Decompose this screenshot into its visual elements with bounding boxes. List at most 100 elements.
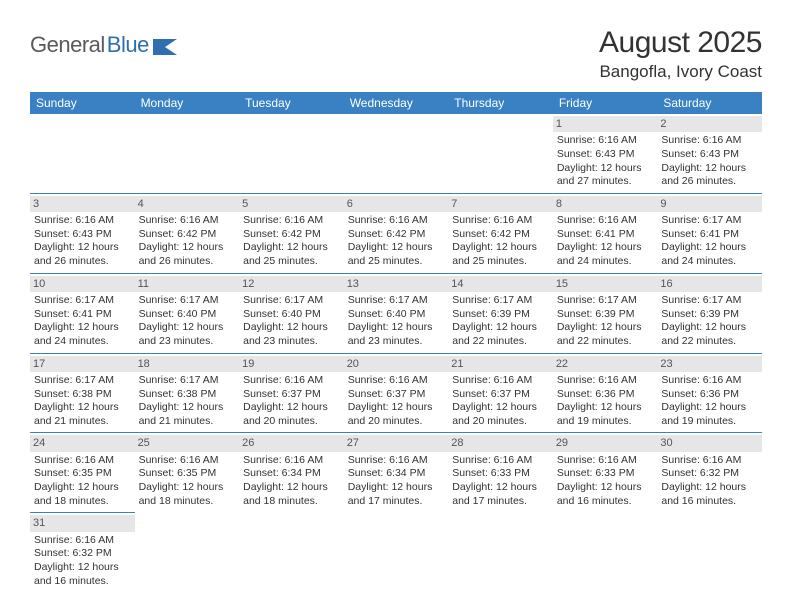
calendar-row: 17Sunrise: 6:17 AMSunset: 6:38 PMDayligh… bbox=[30, 353, 762, 433]
calendar-row: 24Sunrise: 6:16 AMSunset: 6:35 PMDayligh… bbox=[30, 433, 762, 513]
sunset-text: Sunset: 6:41 PM bbox=[661, 228, 758, 242]
calendar-cell bbox=[448, 114, 553, 193]
daylight-text: Daylight: 12 hours and 21 minutes. bbox=[34, 401, 131, 428]
sunrise-text: Sunrise: 6:17 AM bbox=[34, 294, 131, 308]
daylight-text: Daylight: 12 hours and 22 minutes. bbox=[661, 321, 758, 348]
sunset-text: Sunset: 6:35 PM bbox=[139, 467, 236, 481]
daylight-text: Daylight: 12 hours and 27 minutes. bbox=[557, 162, 654, 189]
sunrise-text: Sunrise: 6:16 AM bbox=[243, 454, 340, 468]
calendar-cell bbox=[448, 513, 553, 592]
sunset-text: Sunset: 6:41 PM bbox=[34, 308, 131, 322]
day-number: 29 bbox=[553, 435, 658, 451]
sunrise-text: Sunrise: 6:17 AM bbox=[452, 294, 549, 308]
daylight-text: Daylight: 12 hours and 20 minutes. bbox=[243, 401, 340, 428]
sunrise-text: Sunrise: 6:16 AM bbox=[34, 214, 131, 228]
day-number: 16 bbox=[657, 276, 762, 292]
daylight-text: Daylight: 12 hours and 25 minutes. bbox=[243, 241, 340, 268]
day-number: 12 bbox=[239, 276, 344, 292]
sunset-text: Sunset: 6:34 PM bbox=[348, 467, 445, 481]
calendar-cell bbox=[30, 114, 135, 193]
day-number: 17 bbox=[30, 356, 135, 372]
calendar-cell: 1Sunrise: 6:16 AMSunset: 6:43 PMDaylight… bbox=[553, 114, 658, 193]
sunrise-text: Sunrise: 6:17 AM bbox=[348, 294, 445, 308]
sunset-text: Sunset: 6:36 PM bbox=[557, 388, 654, 402]
daylight-text: Daylight: 12 hours and 20 minutes. bbox=[348, 401, 445, 428]
logo: GeneralBlue bbox=[30, 26, 179, 58]
weekday-header: Thursday bbox=[448, 92, 553, 114]
daylight-text: Daylight: 12 hours and 18 minutes. bbox=[34, 481, 131, 508]
sunset-text: Sunset: 6:35 PM bbox=[34, 467, 131, 481]
sunrise-text: Sunrise: 6:16 AM bbox=[348, 374, 445, 388]
sunrise-text: Sunrise: 6:16 AM bbox=[661, 374, 758, 388]
calendar-cell bbox=[135, 513, 240, 592]
sunrise-text: Sunrise: 6:17 AM bbox=[661, 294, 758, 308]
logo-text-blue: Blue bbox=[107, 32, 149, 58]
day-number: 13 bbox=[344, 276, 449, 292]
weekday-header: Sunday bbox=[30, 92, 135, 114]
sunset-text: Sunset: 6:39 PM bbox=[452, 308, 549, 322]
calendar-cell: 4Sunrise: 6:16 AMSunset: 6:42 PMDaylight… bbox=[135, 193, 240, 273]
daylight-text: Daylight: 12 hours and 24 minutes. bbox=[34, 321, 131, 348]
calendar-cell: 2Sunrise: 6:16 AMSunset: 6:43 PMDaylight… bbox=[657, 114, 762, 193]
daylight-text: Daylight: 12 hours and 22 minutes. bbox=[557, 321, 654, 348]
sunset-text: Sunset: 6:42 PM bbox=[139, 228, 236, 242]
sunrise-text: Sunrise: 6:16 AM bbox=[243, 374, 340, 388]
daylight-text: Daylight: 12 hours and 24 minutes. bbox=[557, 241, 654, 268]
weekday-header: Saturday bbox=[657, 92, 762, 114]
daylight-text: Daylight: 12 hours and 21 minutes. bbox=[139, 401, 236, 428]
daylight-text: Daylight: 12 hours and 25 minutes. bbox=[348, 241, 445, 268]
sunrise-text: Sunrise: 6:16 AM bbox=[452, 374, 549, 388]
day-number: 24 bbox=[30, 435, 135, 451]
day-number: 22 bbox=[553, 356, 658, 372]
calendar-cell: 11Sunrise: 6:17 AMSunset: 6:40 PMDayligh… bbox=[135, 273, 240, 353]
day-number: 23 bbox=[657, 356, 762, 372]
daylight-text: Daylight: 12 hours and 16 minutes. bbox=[557, 481, 654, 508]
calendar-row: 31Sunrise: 6:16 AMSunset: 6:32 PMDayligh… bbox=[30, 513, 762, 592]
weekday-header: Tuesday bbox=[239, 92, 344, 114]
day-number: 11 bbox=[135, 276, 240, 292]
sunrise-text: Sunrise: 6:16 AM bbox=[34, 534, 131, 548]
calendar-cell: 22Sunrise: 6:16 AMSunset: 6:36 PMDayligh… bbox=[553, 353, 658, 433]
calendar-cell: 16Sunrise: 6:17 AMSunset: 6:39 PMDayligh… bbox=[657, 273, 762, 353]
sunrise-text: Sunrise: 6:16 AM bbox=[557, 214, 654, 228]
calendar-row: 3Sunrise: 6:16 AMSunset: 6:43 PMDaylight… bbox=[30, 193, 762, 273]
month-title: August 2025 bbox=[599, 26, 762, 60]
sunrise-text: Sunrise: 6:17 AM bbox=[557, 294, 654, 308]
calendar-cell bbox=[239, 114, 344, 193]
weekday-header: Wednesday bbox=[344, 92, 449, 114]
sunset-text: Sunset: 6:33 PM bbox=[452, 467, 549, 481]
daylight-text: Daylight: 12 hours and 24 minutes. bbox=[661, 241, 758, 268]
sunrise-text: Sunrise: 6:16 AM bbox=[139, 214, 236, 228]
sunset-text: Sunset: 6:43 PM bbox=[661, 148, 758, 162]
day-number: 14 bbox=[448, 276, 553, 292]
sunset-text: Sunset: 6:41 PM bbox=[557, 228, 654, 242]
sunset-text: Sunset: 6:38 PM bbox=[34, 388, 131, 402]
calendar-cell: 9Sunrise: 6:17 AMSunset: 6:41 PMDaylight… bbox=[657, 193, 762, 273]
sunrise-text: Sunrise: 6:16 AM bbox=[34, 454, 131, 468]
calendar-cell bbox=[553, 513, 658, 592]
daylight-text: Daylight: 12 hours and 25 minutes. bbox=[452, 241, 549, 268]
location-label: Bangofla, Ivory Coast bbox=[599, 62, 762, 82]
sunrise-text: Sunrise: 6:16 AM bbox=[243, 214, 340, 228]
sunset-text: Sunset: 6:42 PM bbox=[243, 228, 340, 242]
calendar-row: 1Sunrise: 6:16 AMSunset: 6:43 PMDaylight… bbox=[30, 114, 762, 193]
daylight-text: Daylight: 12 hours and 26 minutes. bbox=[139, 241, 236, 268]
sunset-text: Sunset: 6:43 PM bbox=[557, 148, 654, 162]
calendar-row: 10Sunrise: 6:17 AMSunset: 6:41 PMDayligh… bbox=[30, 273, 762, 353]
daylight-text: Daylight: 12 hours and 23 minutes. bbox=[139, 321, 236, 348]
sunrise-text: Sunrise: 6:17 AM bbox=[139, 294, 236, 308]
title-block: August 2025 Bangofla, Ivory Coast bbox=[599, 26, 762, 82]
sunset-text: Sunset: 6:42 PM bbox=[452, 228, 549, 242]
sunrise-text: Sunrise: 6:16 AM bbox=[348, 454, 445, 468]
daylight-text: Daylight: 12 hours and 22 minutes. bbox=[452, 321, 549, 348]
calendar-cell: 15Sunrise: 6:17 AMSunset: 6:39 PMDayligh… bbox=[553, 273, 658, 353]
calendar-cell: 24 Sunrise: 6:16 AMSunset: 6:35 PMDayligh… bbox=[30, 433, 135, 513]
daylight-text: Daylight: 12 hours and 18 minutes. bbox=[139, 481, 236, 508]
sunrise-text: Sunrise: 6:16 AM bbox=[452, 454, 549, 468]
sunset-text: Sunset: 6:37 PM bbox=[243, 388, 340, 402]
sunset-text: Sunset: 6:40 PM bbox=[348, 308, 445, 322]
sunset-text: Sunset: 6:37 PM bbox=[452, 388, 549, 402]
daylight-text: Daylight: 12 hours and 26 minutes. bbox=[661, 162, 758, 189]
calendar-cell: 6Sunrise: 6:16 AMSunset: 6:42 PMDaylight… bbox=[344, 193, 449, 273]
day-number: 5 bbox=[239, 196, 344, 212]
